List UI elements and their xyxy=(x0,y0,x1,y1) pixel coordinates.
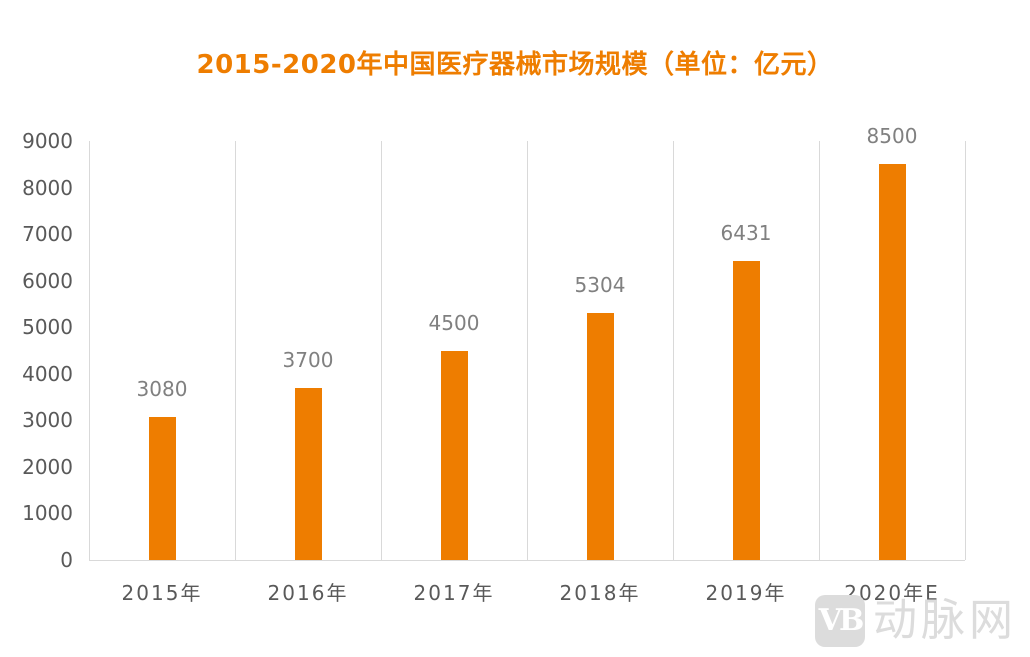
bar xyxy=(586,313,614,560)
y-tick-label: 3000 xyxy=(22,408,73,433)
bar xyxy=(440,350,468,560)
bar xyxy=(148,416,176,560)
category-gridline xyxy=(381,141,382,560)
watermark-text: 动脉网 xyxy=(873,595,1017,646)
data-label: 8500 xyxy=(866,124,918,149)
category-gridline xyxy=(673,141,674,560)
y-tick-label: 5000 xyxy=(22,315,73,340)
watermark: VB 动脉网 xyxy=(815,595,1020,647)
y-tick-label: 1000 xyxy=(22,501,73,526)
vb-logo-icon: VB xyxy=(815,595,865,647)
y-tick-label: 9000 xyxy=(22,129,73,153)
y-tick-label: 0 xyxy=(60,548,73,572)
category-gridline xyxy=(819,141,820,560)
data-label: 3080 xyxy=(136,376,188,401)
data-label: 4500 xyxy=(428,310,480,335)
x-tick-label: 2019年 xyxy=(705,581,787,605)
bar xyxy=(878,164,906,560)
bar xyxy=(732,260,760,560)
x-tick-label: 2017年 xyxy=(413,581,495,605)
data-label: 6431 xyxy=(720,220,772,245)
y-tick-label: 8000 xyxy=(22,175,73,200)
x-tick-label: 2016年 xyxy=(267,581,349,605)
data-label: 3700 xyxy=(282,347,334,372)
y-tick-label: 2000 xyxy=(22,454,73,479)
category-gridline xyxy=(965,141,966,560)
y-tick-label: 4000 xyxy=(22,361,73,386)
plot-area: 3080 3700 4500 5304 6431 8500 xyxy=(89,124,966,561)
y-tick-label: 7000 xyxy=(22,222,73,247)
x-tick-label: 2015年 xyxy=(121,581,203,605)
category-gridline xyxy=(89,141,90,560)
bar xyxy=(294,387,322,560)
x-axis-line xyxy=(89,560,965,561)
y-tick-label: 6000 xyxy=(22,268,73,293)
chart-title: 2015-2020年中国医疗器械市场规模（单位：亿元） xyxy=(196,50,834,80)
data-label: 5304 xyxy=(574,273,626,298)
category-gridline xyxy=(235,141,236,560)
category-gridline xyxy=(527,141,528,560)
x-tick-label: 2018年 xyxy=(559,581,641,605)
